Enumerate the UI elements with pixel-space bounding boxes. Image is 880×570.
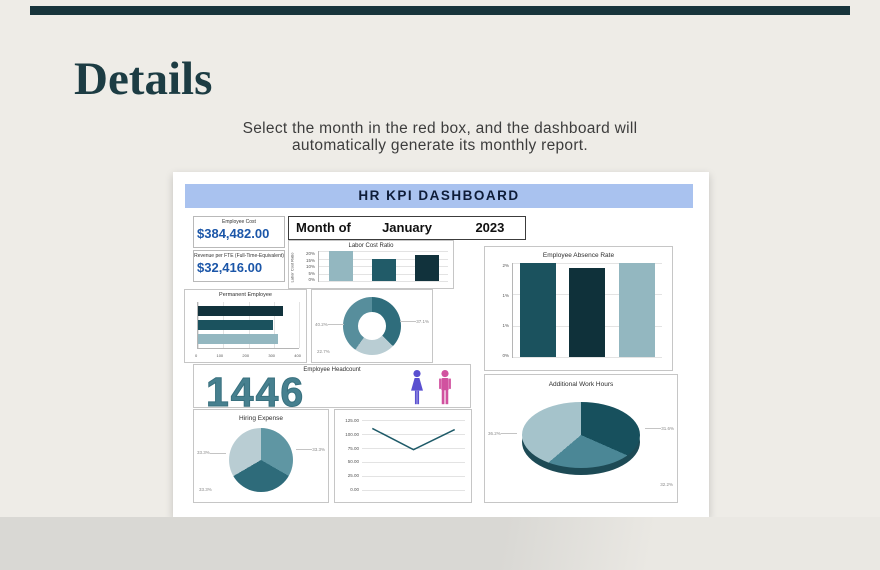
kpi-revenue-per-fte: Revenue per FTE (Full-Time-Equivalent) $… — [193, 250, 285, 282]
year-dropdown[interactable]: 2023 — [475, 220, 505, 235]
hiring-expense-chart: Hiring Expense 33.3% 33.3% 33.3% — [193, 409, 329, 503]
y-axis-ticks: 125.00 100.00 75.00 50.00 25.00 0.00 — [345, 418, 359, 492]
donut-chart-shape — [343, 297, 401, 355]
subtitle-line-2: automatically generate its monthly repor… — [291, 137, 589, 154]
headcount-label: Employee Headcount — [303, 367, 361, 373]
page-title: Details — [74, 53, 213, 105]
employee-absence-rate-chart: Employee Absence Rate Employee Absence R… — [484, 246, 673, 371]
employee-distribution-donut-chart: 37.1% 22.7% 40.2% — [311, 289, 433, 363]
pie-3d-shape — [522, 402, 640, 468]
month-dropdown[interactable]: January — [382, 220, 432, 235]
dashboard-header: HR KPI DASHBOARD — [185, 184, 693, 208]
kpi-label: Employee Cost — [222, 219, 256, 225]
chart-y-axis-label: Labor Cost Ratio — [289, 251, 295, 282]
x-axis-ticks: 0 100 200 300 400 — [195, 353, 301, 358]
top-accent-bar — [30, 6, 850, 15]
kpi-label: Revenue per FTE (Full-Time-Equivalent) — [194, 253, 284, 259]
headcount-value: 1446 — [205, 369, 306, 416]
subtitle-line-1: Select the month in the red box, and the… — [242, 120, 638, 137]
trend-line-chart: 125.00 100.00 75.00 50.00 25.00 0.00 — [334, 409, 472, 503]
y-axis-ticks: 20% 15% 10% 5% 0% — [305, 251, 315, 282]
kpi-value: $32,416.00 — [197, 260, 263, 275]
chart-title: Permanent Employee — [219, 292, 272, 298]
chart-title: Hiring Expense — [238, 415, 284, 422]
month-of-label: Month of — [296, 220, 351, 235]
chart-title: Employee Absence Rate — [542, 252, 615, 259]
chart-title: Labor Cost Ratio — [348, 243, 394, 249]
plot-area — [512, 263, 662, 358]
desk-surface — [0, 517, 880, 570]
labor-cost-ratio-chart: Labor Cost Ratio Labor Cost Ratio 20% 15%… — [288, 240, 454, 289]
kpi-value: $384,482.00 — [197, 226, 270, 241]
y-axis-ticks: 2% 1% 1% 0% — [502, 263, 509, 358]
additional-work-hours-chart: Additional Work Hours 31.6% 32.2% 36.2% — [484, 374, 678, 503]
chart-title: Additional Work Hours — [548, 381, 614, 388]
woman-icon — [406, 370, 428, 405]
pie-chart-shape — [229, 428, 293, 492]
employee-headcount-box: Employee Headcount 1446 — [193, 364, 471, 416]
plot-area — [362, 420, 465, 491]
man-icon — [434, 370, 456, 405]
plot-area — [197, 302, 300, 349]
plot-area — [318, 251, 448, 282]
month-selector[interactable]: Month of January 2023 — [288, 216, 526, 240]
kpi-employee-cost: Employee Cost $384,482.00 — [193, 216, 285, 248]
page-subtitle: Select the month in the red box, and the… — [0, 120, 880, 154]
permanent-employee-chart: Permanent Employee 0 100 200 300 400 — [184, 289, 307, 363]
dashboard-preview-card: HR KPI DASHBOARD Employee Cost $384,482.… — [173, 172, 709, 517]
